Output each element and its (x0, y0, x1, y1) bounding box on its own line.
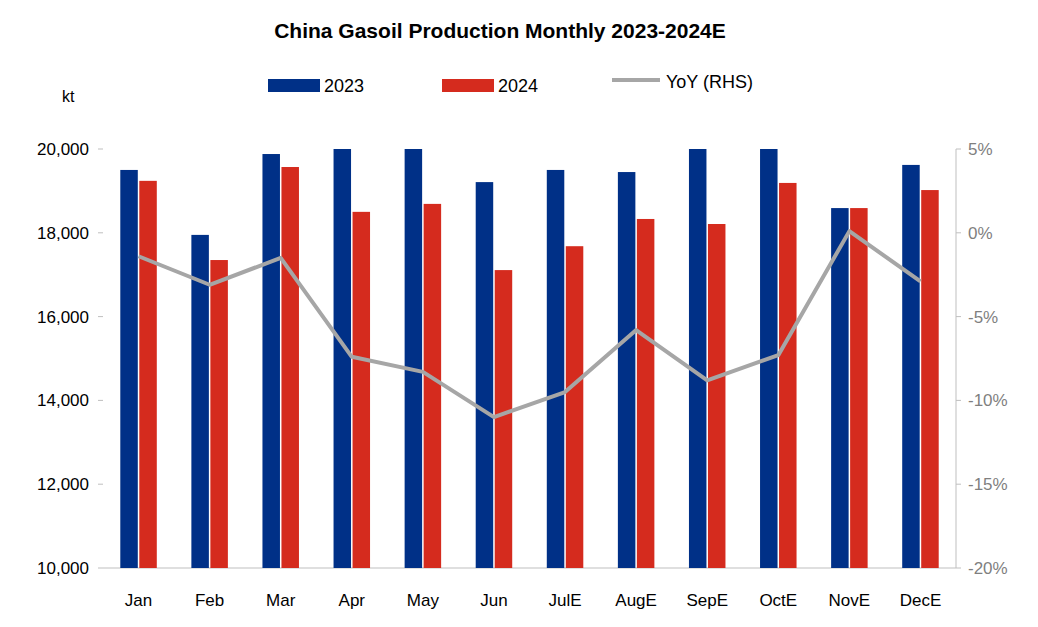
y-tick-label: 16,000 (37, 308, 89, 327)
bar (210, 260, 228, 568)
y2-tick-label: -20% (968, 559, 1008, 578)
y2-tick-label: 0% (968, 224, 993, 243)
bar (353, 212, 371, 568)
bar (424, 204, 442, 568)
x-tick-label: Feb (195, 591, 224, 610)
x-tick-label: OctE (759, 591, 797, 610)
y-tick (98, 316, 103, 317)
legend-label: 2023 (324, 76, 364, 96)
y-axis-label: kt (62, 88, 75, 105)
y-tick-label: 10,000 (37, 559, 89, 578)
x-tick-label: JulE (549, 591, 582, 610)
x-tick-label: SepE (686, 591, 728, 610)
title: China Gasoil Production Monthly 2023-202… (274, 19, 726, 42)
bar (547, 170, 565, 568)
bar (476, 182, 494, 568)
bar (689, 149, 707, 568)
legend-swatch (612, 78, 660, 82)
y2-tick (956, 400, 961, 401)
x-tick-label: Mar (266, 591, 296, 610)
chart: China Gasoil Production Monthly 2023-202… (0, 0, 1038, 627)
bar (405, 149, 423, 568)
y-tick-label: 18,000 (37, 224, 89, 243)
bar (708, 224, 726, 568)
y2-tick (956, 316, 961, 317)
bar (334, 149, 352, 568)
y-tick-label: 14,000 (37, 391, 89, 410)
line (139, 231, 921, 417)
bar (902, 165, 920, 568)
x-axis-line (103, 568, 956, 569)
bar (850, 208, 868, 568)
bar (139, 181, 157, 568)
x-tick-label: Jan (125, 591, 152, 610)
y-tick (98, 232, 103, 233)
bar (566, 246, 584, 568)
y2-tick (956, 232, 961, 233)
y-tick-label: 20,000 (37, 140, 89, 159)
legend-label: YoY (RHS) (666, 72, 753, 92)
y2-tick-label: -5% (968, 308, 998, 327)
x-tick-label: DecE (900, 591, 942, 610)
bar (921, 190, 939, 568)
bar (281, 167, 299, 568)
y2-tick (956, 149, 961, 150)
x-tick-label: Apr (339, 591, 366, 610)
plot-area (120, 149, 938, 568)
bar (618, 172, 636, 568)
y-tick (98, 400, 103, 401)
bar (495, 270, 513, 568)
y2-tick (956, 568, 961, 569)
y2-tick-label: -15% (968, 475, 1008, 494)
bar (120, 170, 137, 568)
bar (262, 154, 280, 568)
y2-tick-label: -10% (968, 391, 1008, 410)
y-tick-label: 12,000 (37, 475, 89, 494)
y-tick (98, 149, 103, 150)
x-tick-label: May (407, 591, 440, 610)
x-tick-label: Jun (480, 591, 507, 610)
y2-tick-label: 5% (968, 140, 993, 159)
legend-label: 2024 (498, 76, 538, 96)
bar (779, 183, 797, 568)
x-tick-label: AugE (615, 591, 657, 610)
y-tick (98, 568, 103, 569)
y2-axis-line (956, 149, 957, 568)
x-tick-label: NovE (829, 591, 871, 610)
legend-swatch (268, 79, 320, 92)
y-tick (98, 484, 103, 485)
bar (637, 219, 655, 568)
y2-tick (956, 484, 961, 485)
legend-swatch (442, 79, 494, 92)
